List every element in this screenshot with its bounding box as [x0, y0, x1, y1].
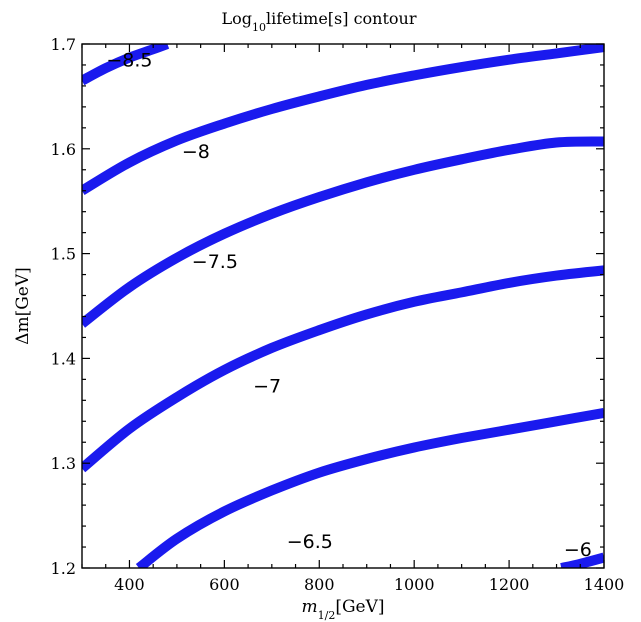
- y-tick-label: 1.2: [51, 559, 76, 578]
- contour-label-2: −7.5: [192, 251, 238, 273]
- x-tick-label: 1400: [584, 575, 625, 594]
- plot-frame: [81, 43, 605, 569]
- contour-label-4: −6.5: [287, 531, 333, 553]
- contour-line-0: [82, 44, 170, 86]
- y-tick-label: 1.3: [51, 454, 76, 473]
- contour-label-1: −8: [182, 141, 210, 163]
- y-tick-label: 1.4: [51, 349, 76, 368]
- y-tick-label: 1.5: [51, 245, 76, 264]
- y-tick-label: 1.6: [51, 140, 76, 159]
- chart-title-subscript: 10: [252, 21, 266, 34]
- axis-ticks: 400 600 800 1000 1200 1400 1.2 1.3 1.4 1.5 1.6 1.7: [51, 35, 625, 594]
- chart-title-rest: lifetime[s] contour: [266, 9, 417, 28]
- contour-labels: −8.5 −8 −7.5 −7 −6.5 −6: [106, 50, 592, 561]
- y-tick-label: 1.7: [51, 35, 76, 54]
- x-tick-label: 600: [209, 575, 240, 594]
- x-axis-title-main: m: [301, 597, 317, 617]
- chart-title-main: Log: [221, 9, 252, 28]
- x-axis-title: m1/2[GeV]: [301, 597, 384, 622]
- contour-label-0: −8.5: [106, 50, 152, 72]
- x-axis-title-rest: [GeV]: [335, 597, 384, 617]
- contour-lines: [82, 44, 604, 568]
- contour-line-2: [82, 136, 604, 328]
- x-tick-label: 1200: [489, 575, 530, 594]
- y-axis-title: Δm[GeV]: [13, 267, 33, 345]
- contour-line-1: [82, 44, 604, 195]
- contour-label-3: −7: [253, 376, 281, 398]
- contour-line-4: [135, 407, 604, 568]
- x-tick-label: 400: [114, 575, 145, 594]
- contour-label-5: −6: [564, 539, 592, 561]
- x-tick-label: 1000: [394, 575, 435, 594]
- x-tick-label: 800: [304, 575, 335, 594]
- x-axis-title-subscript: 1/2: [318, 609, 336, 622]
- contour-line-3: [82, 265, 604, 473]
- chart-title: Log10lifetime[s] contour: [221, 9, 416, 34]
- contour-line-5: [560, 552, 604, 568]
